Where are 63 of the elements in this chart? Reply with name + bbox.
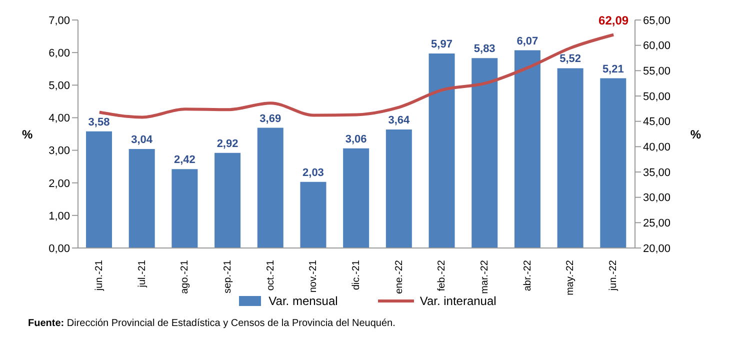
bar bbox=[557, 68, 584, 248]
data-label: 2,42 bbox=[174, 154, 196, 166]
bar bbox=[257, 128, 284, 248]
bar bbox=[472, 58, 498, 248]
source-note: Fuente: Dirección Provincial de Estadística y Censos de la Provincia del Neuquén. bbox=[28, 318, 396, 329]
y2-axis-title: % bbox=[690, 127, 702, 142]
data-label: 3,06 bbox=[345, 133, 367, 146]
data-label: 5,52 bbox=[560, 53, 582, 66]
x-tick-label: nov.-21 bbox=[308, 260, 320, 293]
x-tick-label: ago.-21 bbox=[180, 260, 191, 294]
y2-tick-label: 55,00 bbox=[643, 66, 671, 78]
data-label: 3,04 bbox=[131, 134, 154, 146]
y-tick-label: 6,00 bbox=[48, 47, 70, 60]
x-tick-label: jun.-22 bbox=[608, 260, 620, 292]
bar bbox=[172, 169, 198, 248]
bar bbox=[514, 50, 540, 248]
x-tick-label: mar.-22 bbox=[480, 260, 491, 294]
bar bbox=[214, 152, 241, 248]
legend-label: Var. mensual bbox=[268, 294, 338, 308]
y-tick-label: 1,00 bbox=[48, 210, 70, 222]
data-label: 3,69 bbox=[260, 112, 282, 125]
y2-tick-label: 45,00 bbox=[643, 116, 671, 128]
y-tick-label: 0,00 bbox=[48, 242, 70, 255]
y-tick-label: 2,00 bbox=[48, 178, 70, 190]
x-tick-label: dic.-21 bbox=[351, 260, 362, 290]
bar bbox=[386, 129, 412, 248]
x-tick-label: oct.-21 bbox=[265, 260, 276, 291]
y2-tick-label: 65,00 bbox=[643, 14, 671, 27]
x-tick-label: may.-22 bbox=[565, 260, 576, 296]
y-tick-label: 7,00 bbox=[48, 14, 70, 27]
bar bbox=[343, 148, 370, 248]
bar bbox=[128, 148, 155, 248]
data-label: 3,64 bbox=[388, 114, 411, 126]
y2-tick-label: 20,00 bbox=[643, 242, 671, 255]
y-axis-title: % bbox=[22, 127, 33, 142]
data-label: 3,58 bbox=[88, 116, 110, 128]
bar bbox=[300, 182, 326, 248]
bar bbox=[428, 54, 455, 248]
data-label: 2,03 bbox=[302, 166, 324, 179]
bar bbox=[600, 78, 626, 248]
x-tick-label: ene.-22 bbox=[394, 260, 405, 294]
legend-label: Var. interanual bbox=[420, 294, 496, 308]
x-tick-label: jul.-21 bbox=[136, 260, 148, 288]
y2-tick-label: 40,00 bbox=[643, 142, 671, 154]
data-label: 2,92 bbox=[216, 138, 238, 150]
data-label: 5,83 bbox=[474, 43, 496, 56]
y2-tick-label: 60,00 bbox=[643, 40, 671, 52]
y2-tick-label: 30,00 bbox=[643, 192, 671, 204]
y2-tick-label: 35,00 bbox=[643, 166, 671, 179]
y-tick-label: 4,00 bbox=[48, 112, 70, 125]
bar bbox=[86, 131, 112, 248]
y-tick-label: 5,00 bbox=[48, 80, 70, 92]
x-tick-label: feb.-22 bbox=[436, 260, 448, 292]
data-label: 5,21 bbox=[602, 63, 624, 76]
data-label: 62,09 bbox=[598, 14, 629, 28]
y2-tick-label: 25,00 bbox=[643, 218, 671, 230]
x-tick-label: jun.-21 bbox=[94, 260, 105, 292]
data-label: 6,07 bbox=[516, 35, 538, 48]
y-tick-label: 3,00 bbox=[48, 145, 70, 158]
x-tick-label: abr.-22 bbox=[522, 260, 534, 292]
x-tick-label: sep.-21 bbox=[222, 260, 234, 294]
data-label: 5,97 bbox=[431, 38, 452, 51]
y2-tick-label: 50,00 bbox=[643, 90, 671, 103]
